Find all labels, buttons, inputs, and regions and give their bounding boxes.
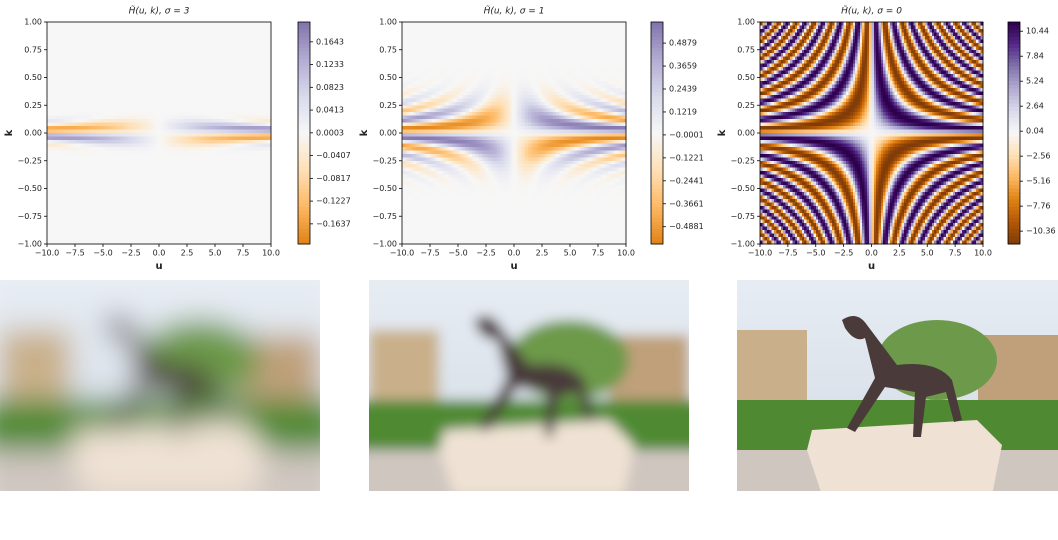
building-left	[0, 330, 70, 410]
caption: (b)	[515, 507, 543, 533]
photo: (a)	[0, 260, 340, 533]
heatmap-chart: H̃(u, k), σ = 3−10.0 −7.5 −5.0 −2.5 0.0 2.5 5.…	[4, 5, 351, 272]
photo: (c)	[717, 260, 1058, 533]
photo: (b)	[349, 260, 709, 533]
heatmap-field	[47, 22, 272, 245]
building-left	[737, 330, 807, 410]
caption: (c)	[884, 507, 911, 533]
pedestal	[70, 420, 265, 495]
pedestal	[807, 420, 1002, 495]
building-left	[369, 330, 439, 410]
photos: (a) (b) (c)	[0, 260, 1058, 533]
photo-scene	[0, 260, 340, 520]
photo-scene	[349, 260, 709, 520]
caption: (a)	[147, 507, 174, 533]
pedestal	[439, 420, 634, 495]
photo-scene	[717, 260, 1058, 520]
